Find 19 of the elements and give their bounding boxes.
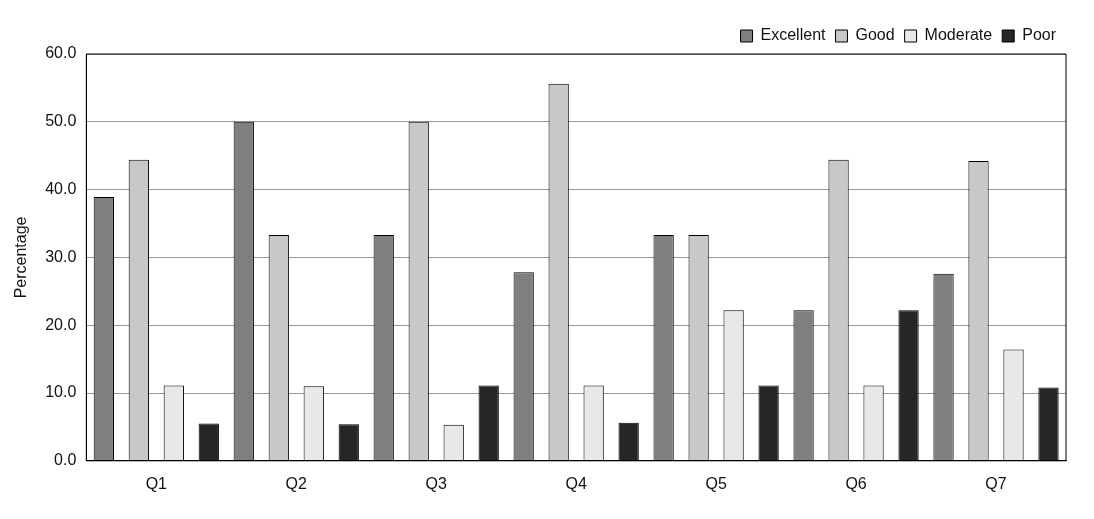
y-tick-label: 30.0 [45, 247, 77, 265]
x-tick-label: Q3 [425, 474, 447, 492]
x-tick-label: Q6 [845, 474, 867, 492]
y-tick-label: 40.0 [45, 180, 77, 198]
y-tick-label: 10.0 [45, 383, 77, 401]
y-tick-label: 0.0 [54, 451, 77, 469]
legend-label: Excellent [760, 26, 827, 44]
x-tick-label: Q1 [145, 474, 168, 492]
y-tick-label: 50.0 [45, 112, 77, 130]
x-tick-label: Q5 [705, 474, 727, 492]
legend-label: Good [855, 26, 895, 44]
x-tick-label: Q2 [285, 474, 308, 492]
y-tick-label: 60.0 [45, 44, 77, 62]
y-axis-title: Percentage [12, 216, 30, 299]
legend-label: Moderate [924, 26, 993, 44]
legend-label: Poor [1022, 26, 1057, 44]
x-tick-label: Q4 [565, 474, 587, 492]
x-tick-label: Q7 [985, 474, 1007, 492]
y-tick-label: 20.0 [45, 315, 77, 333]
